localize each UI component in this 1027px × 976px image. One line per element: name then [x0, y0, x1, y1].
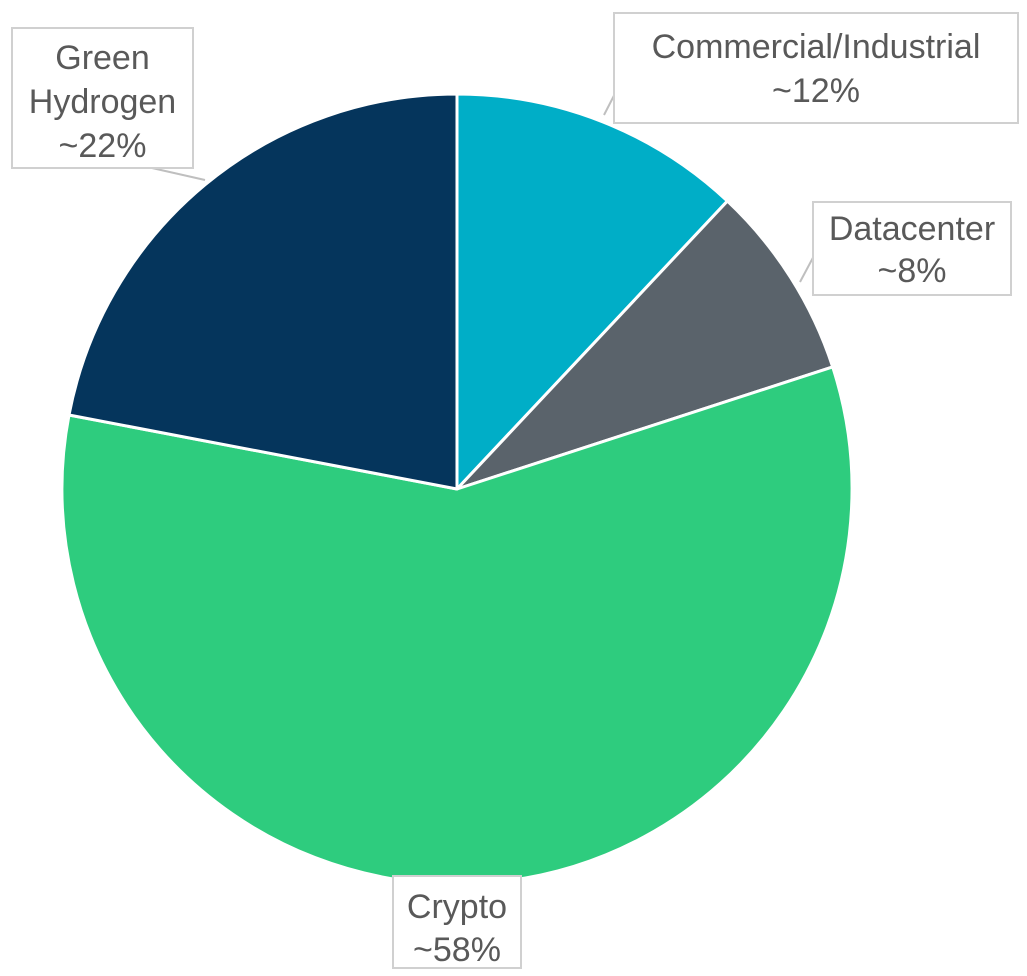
data-label-box	[392, 875, 522, 969]
slices-layer	[60, 92, 854, 886]
data-label-category: Datacenter	[829, 210, 995, 248]
data-label-green-hydrogen: Green Hydrogen ~22%	[11, 27, 206, 181]
data-label-crypto: Crypto ~58%	[392, 875, 522, 969]
data-label-commercial-industrial: Commercial/Industrial ~12%	[603, 12, 1019, 124]
pie-slice-datacenter	[455, 199, 835, 491]
pie-slice-commercial-industrial	[455, 92, 729, 491]
data-label-box	[11, 27, 194, 169]
data-label-datacenter: Datacenter ~8%	[799, 201, 1012, 296]
data-label-value: ~12%	[772, 72, 860, 110]
data-label-box	[613, 12, 1019, 124]
data-label-value: ~8%	[878, 252, 947, 290]
leader-line	[151, 167, 206, 181]
data-label-category: Green	[55, 39, 150, 77]
data-label-category: Commercial/Industrial	[652, 28, 981, 66]
data-label-category: Crypto	[407, 888, 507, 926]
data-label-box	[812, 201, 1012, 296]
pie-slice-green-hydrogen	[67, 92, 459, 491]
data-label-value: ~58%	[413, 931, 501, 969]
callout-layer: Commercial/Industrial ~12% Datacenter ~8% Cr…	[11, 12, 1019, 969]
data-label-category: Hydrogen	[29, 83, 176, 121]
data-label-value: ~22%	[59, 127, 147, 165]
